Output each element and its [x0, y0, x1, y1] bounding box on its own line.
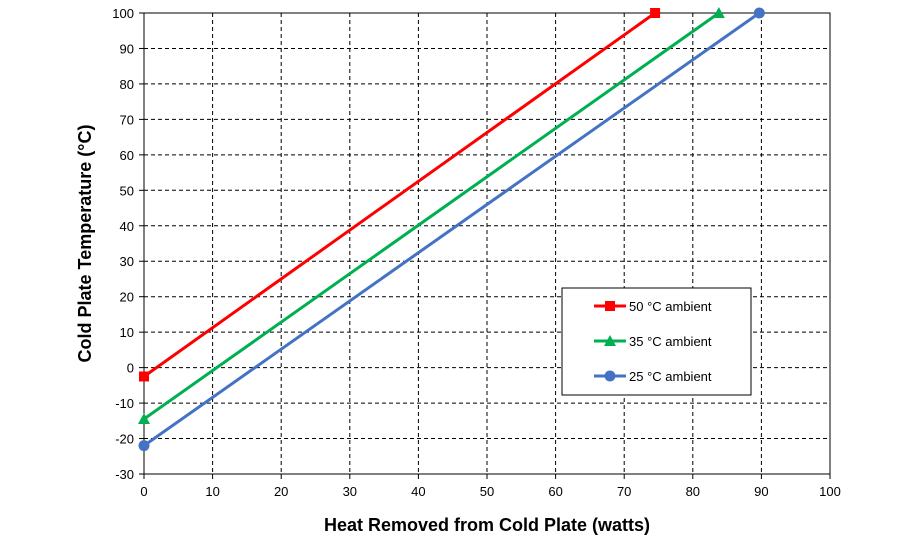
data-point	[138, 413, 150, 425]
series-0	[139, 8, 661, 382]
y-axis-title: Cold Plate Temperature (°C)	[75, 125, 95, 363]
x-tick-label: 10	[205, 484, 219, 499]
y-tick-label: 0	[127, 361, 134, 376]
x-axis-ticks: 0 10 20 30 40 50 60 70 80 90 100	[140, 474, 841, 499]
y-tick-label: 90	[120, 41, 134, 56]
legend-item: 25 °C ambient	[594, 369, 712, 384]
data-point	[753, 7, 765, 19]
legend-label: 25 °C ambient	[629, 369, 712, 384]
x-tick-label: 0	[140, 484, 147, 499]
series-line	[143, 11, 761, 447]
legend-swatch-marker	[605, 301, 615, 311]
y-tick-label: 60	[120, 148, 134, 163]
y-tick-label: 30	[120, 254, 134, 269]
series-2	[138, 7, 765, 452]
y-tick-label: -10	[115, 396, 134, 411]
legend-swatch-marker	[604, 335, 616, 346]
x-tick-label: 100	[819, 484, 841, 499]
legend: 50 °C ambient 35 °C ambient 25 °C ambient	[561, 287, 752, 396]
y-tick-label: 10	[120, 325, 134, 340]
data-point	[138, 440, 150, 452]
y-tick-label: 100	[112, 6, 134, 21]
legend-label: 35 °C ambient	[629, 334, 712, 349]
grid	[144, 13, 830, 474]
legend-box	[561, 287, 752, 396]
legend-label: 50 °C ambient	[629, 299, 712, 314]
series-line	[143, 11, 656, 378]
plot-area-border	[143, 12, 831, 475]
y-tick-label: 20	[120, 290, 134, 305]
y-tick-label: 80	[120, 77, 134, 92]
x-tick-label: 90	[754, 484, 768, 499]
x-tick-label: 50	[480, 484, 494, 499]
data-point	[139, 371, 149, 382]
series-layer	[138, 7, 765, 452]
series-line	[143, 11, 720, 421]
y-tick-label: 70	[120, 112, 134, 127]
y-tick-label: 40	[120, 219, 134, 234]
y-tick-label: -20	[115, 432, 134, 447]
x-tick-label: 20	[274, 484, 288, 499]
legend-item: 35 °C ambient	[594, 334, 712, 349]
x-tick-label: 40	[411, 484, 425, 499]
x-tick-label: 60	[548, 484, 562, 499]
x-axis-title: Heat Removed from Cold Plate (watts)	[324, 515, 650, 535]
y-tick-label: 50	[120, 183, 134, 198]
y-tick-label: -30	[115, 467, 134, 482]
series-1	[138, 7, 725, 425]
legend-swatch-marker	[604, 370, 616, 382]
data-point	[712, 7, 725, 18]
legend-item: 50 °C ambient	[594, 299, 712, 314]
x-tick-label: 80	[686, 484, 700, 499]
data-point	[650, 8, 661, 18]
y-axis-ticks: -30 -20 -10 0 10 20 30 40 50 60 70 80 90 100	[112, 6, 144, 482]
x-tick-label: 30	[343, 484, 357, 499]
x-tick-label: 70	[617, 484, 631, 499]
